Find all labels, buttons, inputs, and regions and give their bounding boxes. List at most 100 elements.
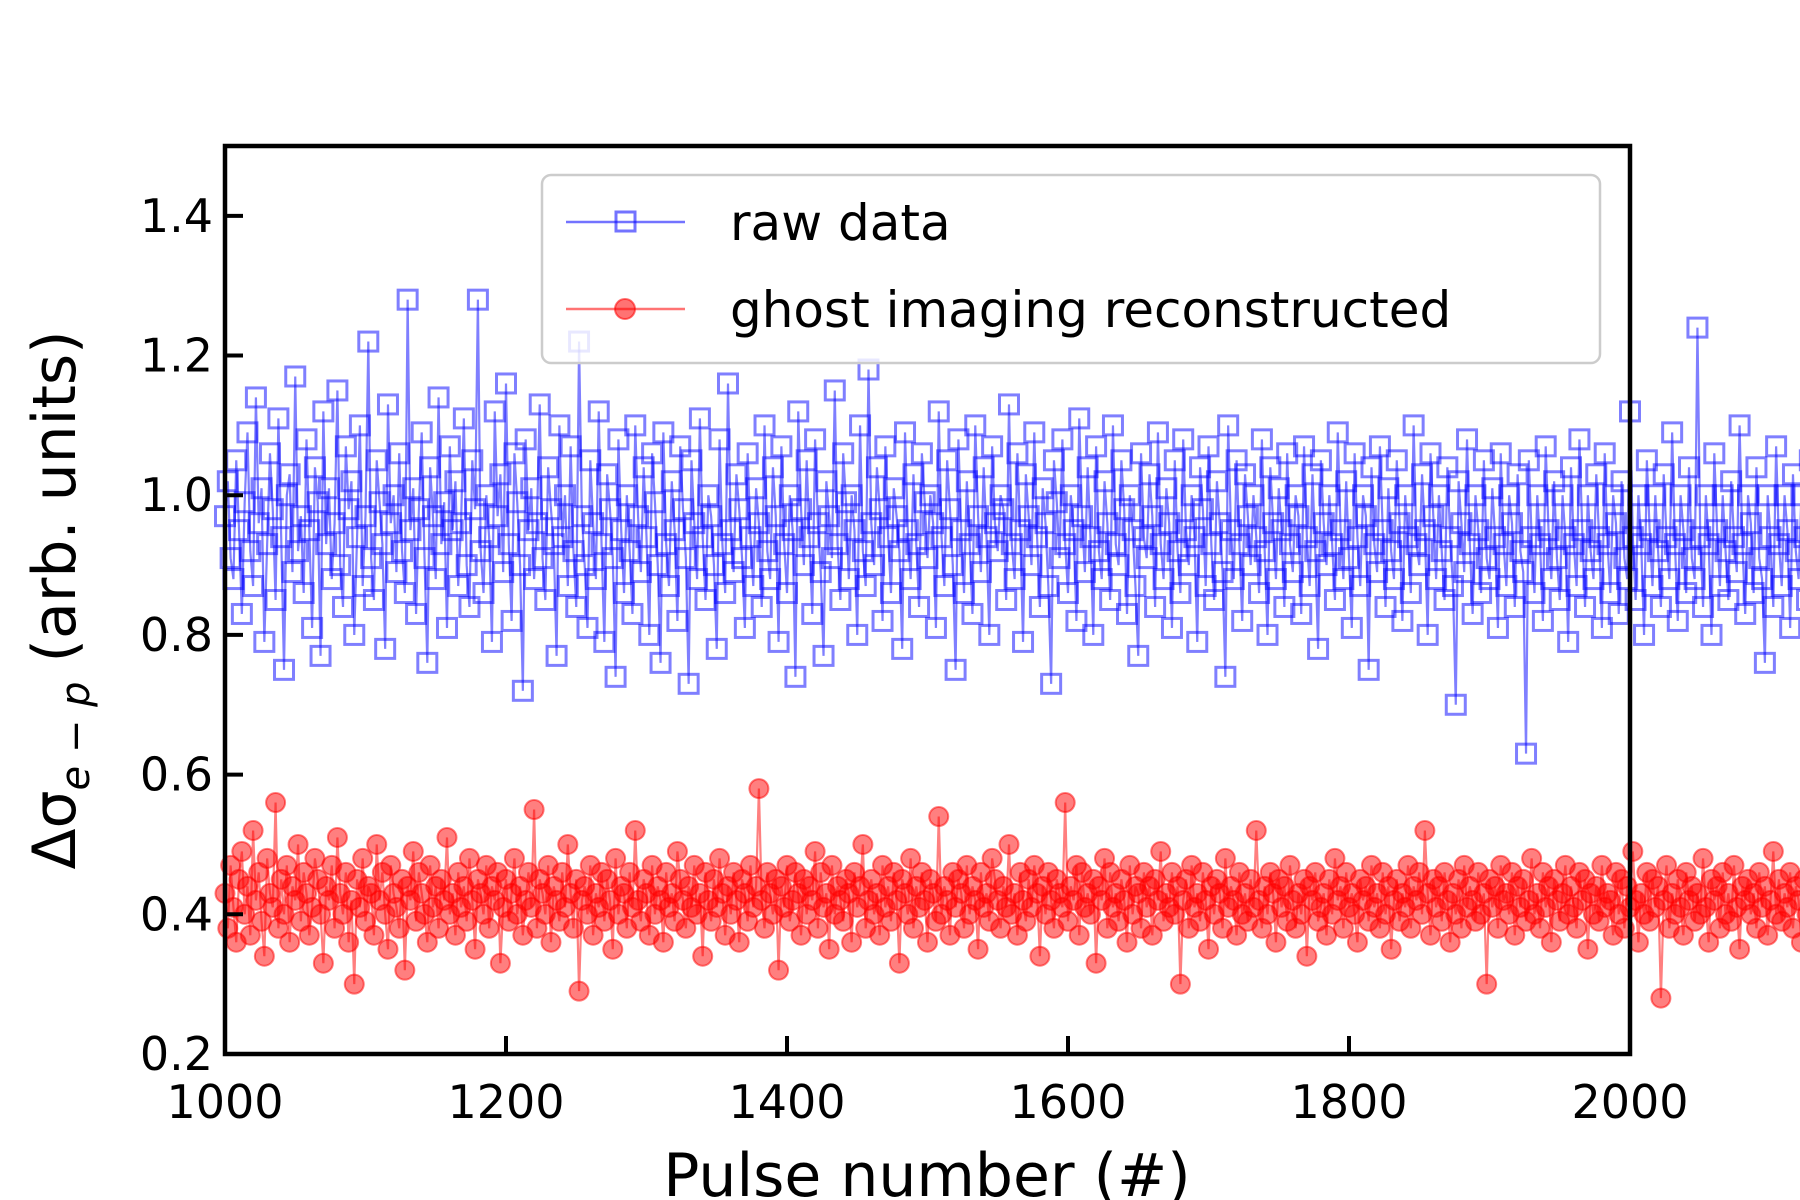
data-point [641, 442, 664, 465]
data-point [820, 547, 843, 570]
data-point [1566, 917, 1588, 939]
data-point [986, 540, 1009, 563]
data-point [531, 547, 554, 570]
data-point [461, 449, 484, 472]
data-point [1141, 505, 1164, 528]
data-point [686, 568, 709, 591]
data-point [1214, 847, 1236, 869]
data-point [1656, 854, 1678, 876]
data-point [1422, 505, 1445, 528]
data-point [377, 938, 399, 960]
data-point [298, 924, 320, 946]
data-point [287, 833, 309, 855]
data-point [1090, 568, 1113, 591]
data-point [1332, 568, 1355, 591]
data-point [1338, 547, 1360, 570]
data-point [231, 840, 253, 862]
data-point [669, 435, 692, 458]
data-point [1149, 533, 1172, 556]
legend-marker-ghost-imaging [614, 298, 636, 320]
data-point [402, 840, 424, 862]
data-point [910, 442, 933, 465]
data-point [1725, 561, 1748, 584]
data-point [1464, 484, 1487, 507]
data-point [1256, 623, 1279, 646]
data-point [705, 637, 728, 660]
data-point [1616, 568, 1639, 591]
data-point [854, 575, 877, 598]
data-point [376, 393, 399, 416]
data-point [565, 595, 588, 618]
data-point [509, 554, 532, 577]
data-point [716, 372, 739, 395]
data-point [534, 589, 557, 611]
data-point [1231, 609, 1254, 632]
data-point [1273, 595, 1296, 618]
data-point [733, 616, 756, 639]
data-point [1439, 931, 1461, 953]
data-point [697, 484, 720, 507]
data-point [660, 470, 683, 493]
data-point [1228, 533, 1251, 556]
data-point [1166, 540, 1189, 563]
data-point [511, 679, 534, 702]
data-point [407, 498, 430, 521]
data-point [1132, 526, 1155, 549]
data-point [967, 505, 990, 528]
data-point [1118, 484, 1141, 507]
data-point [1079, 903, 1101, 925]
data-point [1521, 847, 1543, 869]
data-point [638, 623, 661, 646]
data-point [309, 644, 332, 667]
data-point [492, 561, 515, 584]
data-point [1790, 484, 1800, 507]
data-point [458, 595, 481, 618]
data-point [1315, 554, 1338, 577]
data-point [1515, 742, 1538, 765]
data-point [1723, 854, 1745, 876]
data-point [1512, 868, 1534, 890]
data-point [1504, 924, 1526, 946]
data-point [427, 386, 450, 409]
data-point [1293, 435, 1316, 458]
data-point [447, 575, 470, 598]
data-point [1753, 651, 1776, 674]
data-point [924, 616, 947, 639]
data-point [818, 505, 841, 528]
data-point [258, 442, 281, 465]
data-point [1444, 693, 1467, 716]
data-point [829, 589, 852, 611]
data-point [1003, 568, 1026, 591]
data-point [768, 959, 790, 981]
data-point [1644, 484, 1667, 507]
data-point [1265, 931, 1287, 953]
data-point [1534, 435, 1557, 458]
data-point [362, 589, 385, 611]
data-point [329, 554, 352, 577]
data-point [618, 540, 641, 563]
data-point [1385, 449, 1408, 472]
data-point [1191, 498, 1214, 521]
data-point [1762, 595, 1785, 618]
data-point [275, 484, 298, 507]
data-point [840, 484, 863, 507]
data-point [1211, 561, 1234, 584]
data-point [1371, 519, 1394, 542]
data-point [610, 519, 633, 542]
data-point [1198, 938, 1219, 960]
data-point [708, 428, 731, 451]
data-point [273, 658, 296, 681]
data-point [1107, 554, 1130, 577]
data-point [545, 644, 568, 667]
data-point [1672, 924, 1694, 946]
data-point [767, 630, 790, 653]
data-point [393, 582, 416, 605]
data-point [1360, 456, 1383, 479]
data-point [790, 498, 813, 521]
data-point [826, 533, 849, 556]
data-point [1203, 589, 1226, 611]
data-point [413, 547, 436, 570]
data-point [399, 519, 422, 542]
data-point [1023, 421, 1046, 444]
data-point [523, 799, 545, 821]
